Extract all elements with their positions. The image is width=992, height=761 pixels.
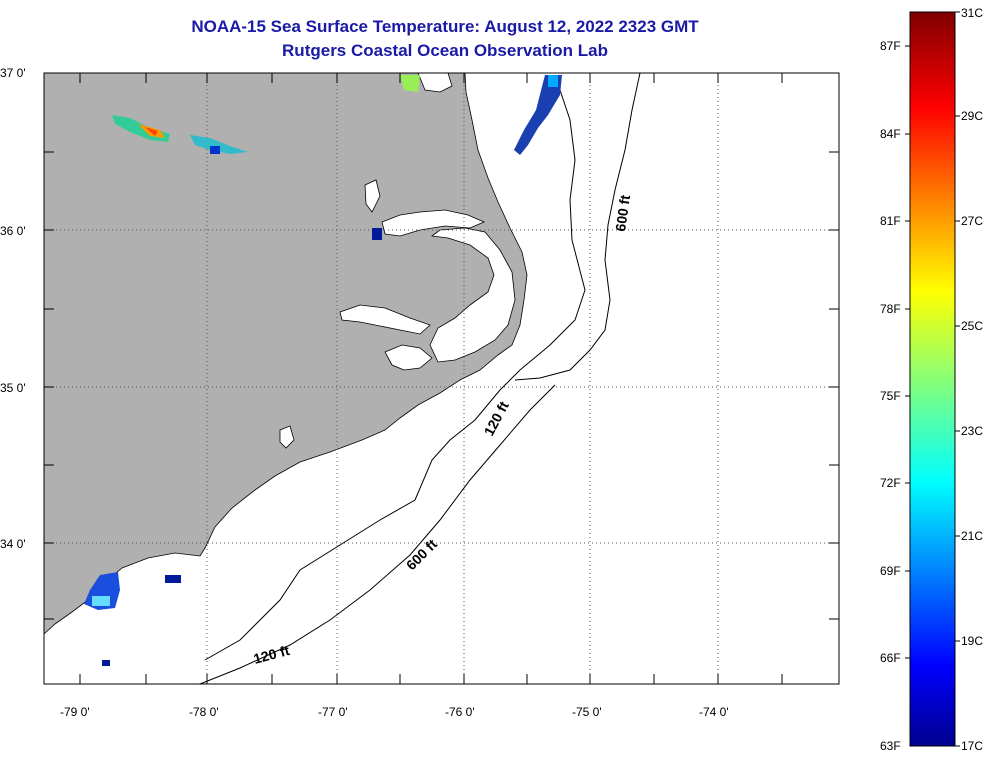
- colorbar-c-label: 31C: [961, 6, 983, 20]
- colorbar-f-label: 69F: [880, 564, 901, 578]
- lat-label: 34 0': [0, 537, 26, 551]
- lat-label: 35 0': [0, 381, 26, 395]
- colorbar-f-label: 81F: [880, 214, 901, 228]
- lat-label: 36 0': [0, 224, 26, 238]
- lon-label: -78 0': [189, 705, 219, 719]
- colorbar-f-label: 87F: [880, 39, 901, 53]
- map-grid: [44, 73, 839, 684]
- colorbar-ticks: [905, 11, 960, 747]
- lon-label: -77 0': [318, 705, 348, 719]
- colorbar-c-label: 25C: [961, 319, 983, 333]
- pamlico-river: [339, 304, 431, 335]
- colorbar-c-label: 29C: [961, 109, 983, 123]
- colorbar-c-label: 21C: [961, 529, 983, 543]
- contour-600ft-north: [514, 73, 641, 381]
- inland-lake-2: [279, 425, 295, 449]
- colorbar-c-label: 23C: [961, 424, 983, 438]
- colorbar-c-label: 17C: [961, 739, 983, 753]
- map-subtitle: Rutgers Coastal Ocean Observation Lab: [282, 41, 608, 60]
- colorbar-f-label: 66F: [880, 651, 901, 665]
- lon-label: -76 0': [445, 705, 475, 719]
- colorbar-f-label: 63F: [880, 739, 901, 753]
- map-frame: [43, 72, 840, 685]
- colorbar-f-label: 72F: [880, 476, 901, 490]
- inland-lake: [364, 179, 381, 213]
- colorbar: [909, 11, 956, 747]
- lon-label: -79 0': [60, 705, 90, 719]
- albemarle-sound: [381, 209, 486, 237]
- pamlico-sound: [429, 227, 516, 363]
- land-mass: [44, 73, 528, 635]
- sst-pixels: [84, 75, 562, 666]
- contour-600ft-south: [199, 384, 556, 684]
- neuse-river: [384, 344, 433, 371]
- colorbar-f-label: 84F: [880, 127, 901, 141]
- lat-label: 37 0': [0, 66, 26, 80]
- colorbar-c-label: 27C: [961, 214, 983, 228]
- chesapeake-mouth: [417, 73, 453, 93]
- map-ticks: [44, 73, 839, 684]
- map-title: NOAA-15 Sea Surface Temperature: August …: [191, 17, 699, 36]
- colorbar-f-label: 75F: [880, 389, 901, 403]
- lon-label: -74 0': [699, 705, 729, 719]
- contour-label: 600 ft: [612, 194, 633, 233]
- colorbar-f-label: 78F: [880, 302, 901, 316]
- contour-120ft-north: [204, 89, 586, 661]
- lon-label: -75 0': [572, 705, 602, 719]
- colorbar-c-label: 19C: [961, 634, 983, 648]
